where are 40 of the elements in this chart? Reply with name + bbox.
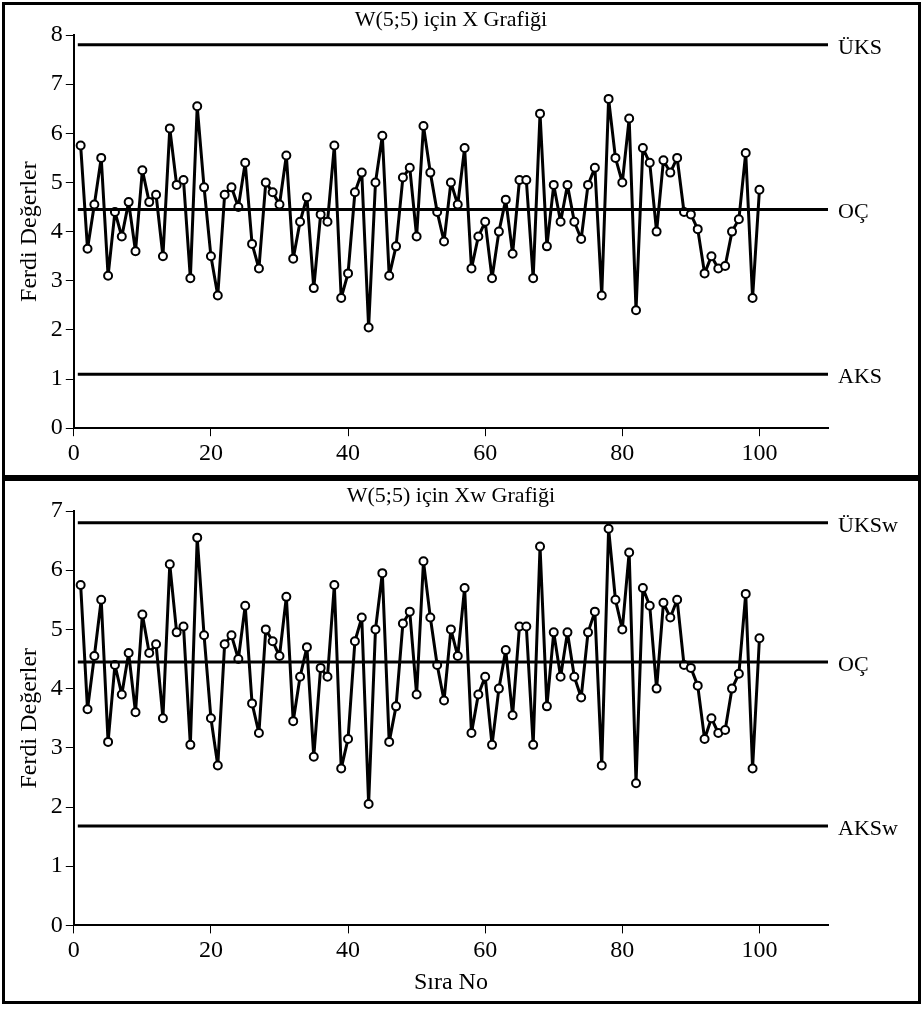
y-tick-label: 3 <box>50 733 63 760</box>
x-tick-label: 80 <box>610 438 635 465</box>
y-tick-label: 1 <box>50 364 63 391</box>
ref-line-label: OÇ <box>838 198 869 224</box>
x-tick-label: 60 <box>473 438 498 465</box>
y-axis-title: Ferdi Değerler <box>14 647 41 789</box>
x-tick-label: 100 <box>741 936 778 963</box>
y-tick-label: 6 <box>50 555 63 582</box>
y-tick-label: 3 <box>50 266 63 293</box>
y-tick-label: 0 <box>50 413 63 440</box>
y-tick-label: 5 <box>50 167 63 194</box>
ref-line-label: AKS <box>838 362 883 388</box>
x-axis-title: Sıra No <box>413 967 488 994</box>
y-tick-label: 4 <box>50 673 63 700</box>
x-tick-label: 0 <box>67 438 80 465</box>
y-tick-label: 2 <box>50 315 63 342</box>
y-tick-label: 6 <box>50 118 63 145</box>
y-tick-label: 4 <box>50 216 63 243</box>
ref-line-label: OÇ <box>838 650 869 676</box>
x-tick-label: 20 <box>198 438 223 465</box>
y-tick-label: 5 <box>50 614 63 641</box>
y-axis-title: Ferdi Değerler <box>14 161 41 302</box>
x-tick-label: 100 <box>741 438 778 465</box>
ref-line-label: ÜKSw <box>838 511 899 537</box>
x-tick-label: 40 <box>336 936 361 963</box>
x-tick-label: 60 <box>473 936 498 963</box>
ref-line-label: ÜKS <box>838 33 883 59</box>
y-tick-label: 7 <box>50 69 63 96</box>
x-tick-label: 20 <box>198 936 223 963</box>
y-tick-label: 8 <box>50 20 63 47</box>
x-tick-label: 40 <box>336 438 361 465</box>
y-tick-label: 0 <box>50 910 63 937</box>
ref-line-label: AKSw <box>838 814 899 840</box>
x-tick-label: 0 <box>67 936 80 963</box>
y-tick-label: 1 <box>50 851 63 878</box>
chart-title: W(5;5) için Xw Grafiği <box>346 481 556 507</box>
y-tick-label: 2 <box>50 792 63 819</box>
chart-title: W(5;5) için X Grafiği <box>354 5 548 31</box>
y-tick-label: 7 <box>50 496 63 523</box>
x-tick-label: 80 <box>610 936 635 963</box>
